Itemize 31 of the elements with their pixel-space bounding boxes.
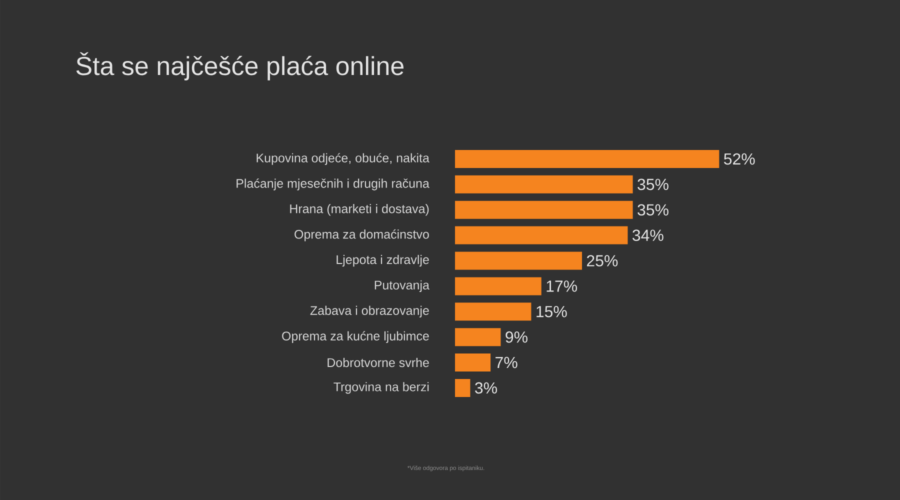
- bar: [455, 200, 633, 219]
- data-label: 15%: [536, 306, 567, 318]
- data-label: 7%: [496, 356, 518, 368]
- bar: [455, 302, 532, 321]
- y-tick-label: Plaćanje mjesečnih i drugih računa: [236, 178, 430, 190]
- text: Šta se najčešće plaća online: [76, 52, 404, 80]
- y-tick-label: Oprema za kućne ljubimce: [282, 331, 429, 343]
- y-tick-label: Oprema za domaćinstvo: [294, 229, 429, 242]
- y-tick-label: Putovanja: [374, 280, 430, 292]
- bar: [455, 175, 633, 194]
- data-label: 9%: [506, 331, 528, 343]
- y-tick-label: Hrana (marketi i dostava): [290, 204, 429, 216]
- bar: [455, 226, 628, 244]
- y-tick-label: Trgovina na berzi: [334, 382, 429, 394]
- data-label: 35%: [638, 204, 668, 216]
- data-label: 34%: [632, 230, 664, 241]
- data-label: 3%: [475, 382, 497, 394]
- bar: [455, 354, 491, 372]
- bar: [455, 277, 542, 296]
- data-label: 35%: [638, 178, 668, 190]
- y-tick-label: Dobrotvorne svrhe: [328, 358, 429, 368]
- y-tick-label: Ljepota i zdravlje: [336, 254, 429, 267]
- y-tick-label: Zabava i obrazovanje: [310, 306, 429, 318]
- bar: [455, 252, 582, 270]
- data-label: 17%: [546, 280, 578, 292]
- bar: [455, 328, 501, 346]
- bar: [455, 378, 470, 397]
- data-label: 52%: [724, 153, 755, 165]
- data-label: 25%: [587, 255, 618, 266]
- y-tick-label: Kupovina odjeće, obuće, nakita: [256, 153, 430, 165]
- bar: [455, 150, 720, 168]
